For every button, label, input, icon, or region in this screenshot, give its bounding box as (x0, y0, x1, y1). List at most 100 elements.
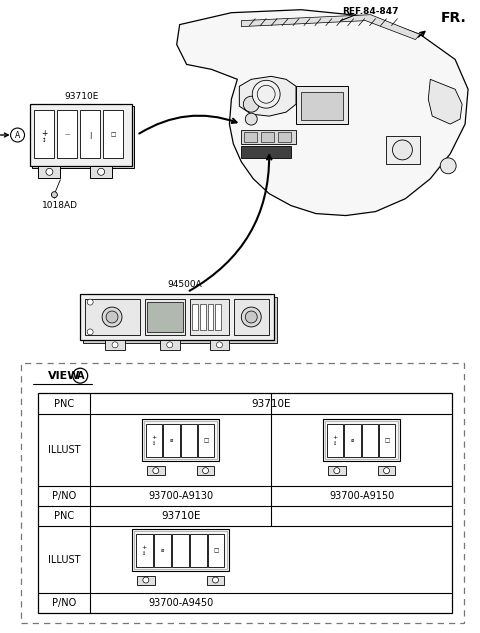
Bar (379, 424, 396, 457)
Bar (80, 110, 100, 158)
Bar (344, 424, 360, 457)
Circle shape (87, 329, 93, 335)
Bar (327, 424, 343, 457)
Bar (241, 130, 296, 144)
Circle shape (245, 311, 257, 323)
Circle shape (51, 192, 57, 197)
Bar (83, 297, 277, 343)
Bar (378, 466, 396, 475)
Bar (200, 304, 205, 330)
Text: A: A (15, 130, 20, 139)
Text: P/NO: P/NO (52, 598, 76, 608)
Bar (261, 132, 274, 142)
Circle shape (143, 577, 149, 583)
Bar (278, 132, 291, 142)
Bar (134, 531, 228, 568)
Bar (197, 466, 215, 475)
Bar (163, 424, 180, 457)
Circle shape (106, 311, 118, 323)
Text: ↕: ↕ (142, 551, 146, 556)
Text: 1018AD: 1018AD (42, 201, 78, 210)
Circle shape (87, 299, 93, 305)
Bar (147, 302, 183, 332)
Bar (216, 304, 221, 330)
Circle shape (167, 342, 173, 348)
Bar (137, 575, 155, 584)
Bar (57, 110, 77, 158)
Bar (38, 166, 60, 178)
Bar (146, 424, 162, 457)
Text: ILLUST: ILLUST (48, 555, 81, 565)
Text: ⌀: ⌀ (351, 438, 354, 443)
Bar (142, 420, 219, 461)
Bar (147, 466, 165, 475)
Bar (209, 340, 229, 350)
Bar (144, 422, 217, 459)
Text: 93710E: 93710E (252, 399, 291, 408)
Bar (172, 534, 189, 567)
Circle shape (334, 468, 340, 473)
Circle shape (216, 342, 222, 348)
Text: □: □ (110, 132, 116, 137)
Bar (296, 86, 348, 124)
Circle shape (245, 113, 257, 125)
Circle shape (97, 168, 105, 175)
Bar (132, 529, 229, 570)
Text: REF.84-847: REF.84-847 (342, 7, 399, 16)
Text: A: A (76, 371, 84, 380)
Text: 93700-A9450: 93700-A9450 (148, 598, 213, 608)
Text: □: □ (213, 548, 218, 553)
Circle shape (102, 307, 122, 327)
Text: ↕: ↕ (152, 441, 156, 446)
Bar (198, 424, 215, 457)
Text: ↕: ↕ (42, 137, 47, 142)
Circle shape (153, 468, 159, 473)
Bar (361, 424, 378, 457)
Text: PNC: PNC (54, 511, 74, 521)
Text: +: + (142, 545, 147, 549)
Bar (180, 424, 197, 457)
Bar (207, 534, 225, 567)
Bar (38, 392, 452, 613)
Bar (103, 110, 123, 158)
Bar (105, 340, 125, 350)
Polygon shape (241, 15, 420, 39)
Text: +: + (333, 436, 337, 441)
Bar (323, 420, 400, 461)
Bar (90, 166, 112, 178)
Bar (192, 304, 198, 330)
Circle shape (393, 140, 412, 160)
Bar (35, 110, 54, 158)
Text: P/NO: P/NO (52, 491, 76, 501)
Circle shape (243, 96, 259, 112)
Circle shape (73, 368, 88, 383)
Bar (160, 340, 180, 350)
Bar (325, 422, 398, 459)
Circle shape (203, 468, 208, 473)
Bar (21, 363, 464, 624)
Bar (207, 304, 214, 330)
Bar (234, 299, 269, 335)
Bar (85, 299, 140, 335)
Text: —: — (64, 132, 70, 137)
Bar (145, 299, 185, 335)
Text: PNC: PNC (54, 399, 74, 408)
Text: |: | (89, 132, 91, 139)
Bar (31, 104, 132, 166)
Text: 93710E: 93710E (64, 92, 98, 101)
Circle shape (112, 342, 118, 348)
Text: 93700-A9150: 93700-A9150 (329, 491, 394, 501)
Circle shape (384, 468, 389, 473)
Bar (241, 146, 291, 158)
Bar (136, 534, 153, 567)
Bar (206, 575, 225, 584)
Text: VIEW: VIEW (48, 371, 81, 380)
Bar (301, 92, 343, 120)
Text: ⌀: ⌀ (161, 548, 164, 553)
Polygon shape (428, 79, 462, 124)
Text: ↕: ↕ (333, 441, 337, 446)
Text: 93700-A9130: 93700-A9130 (148, 491, 213, 501)
Bar (154, 534, 171, 567)
Text: ILLUST: ILLUST (48, 445, 81, 455)
Text: +: + (41, 128, 48, 137)
